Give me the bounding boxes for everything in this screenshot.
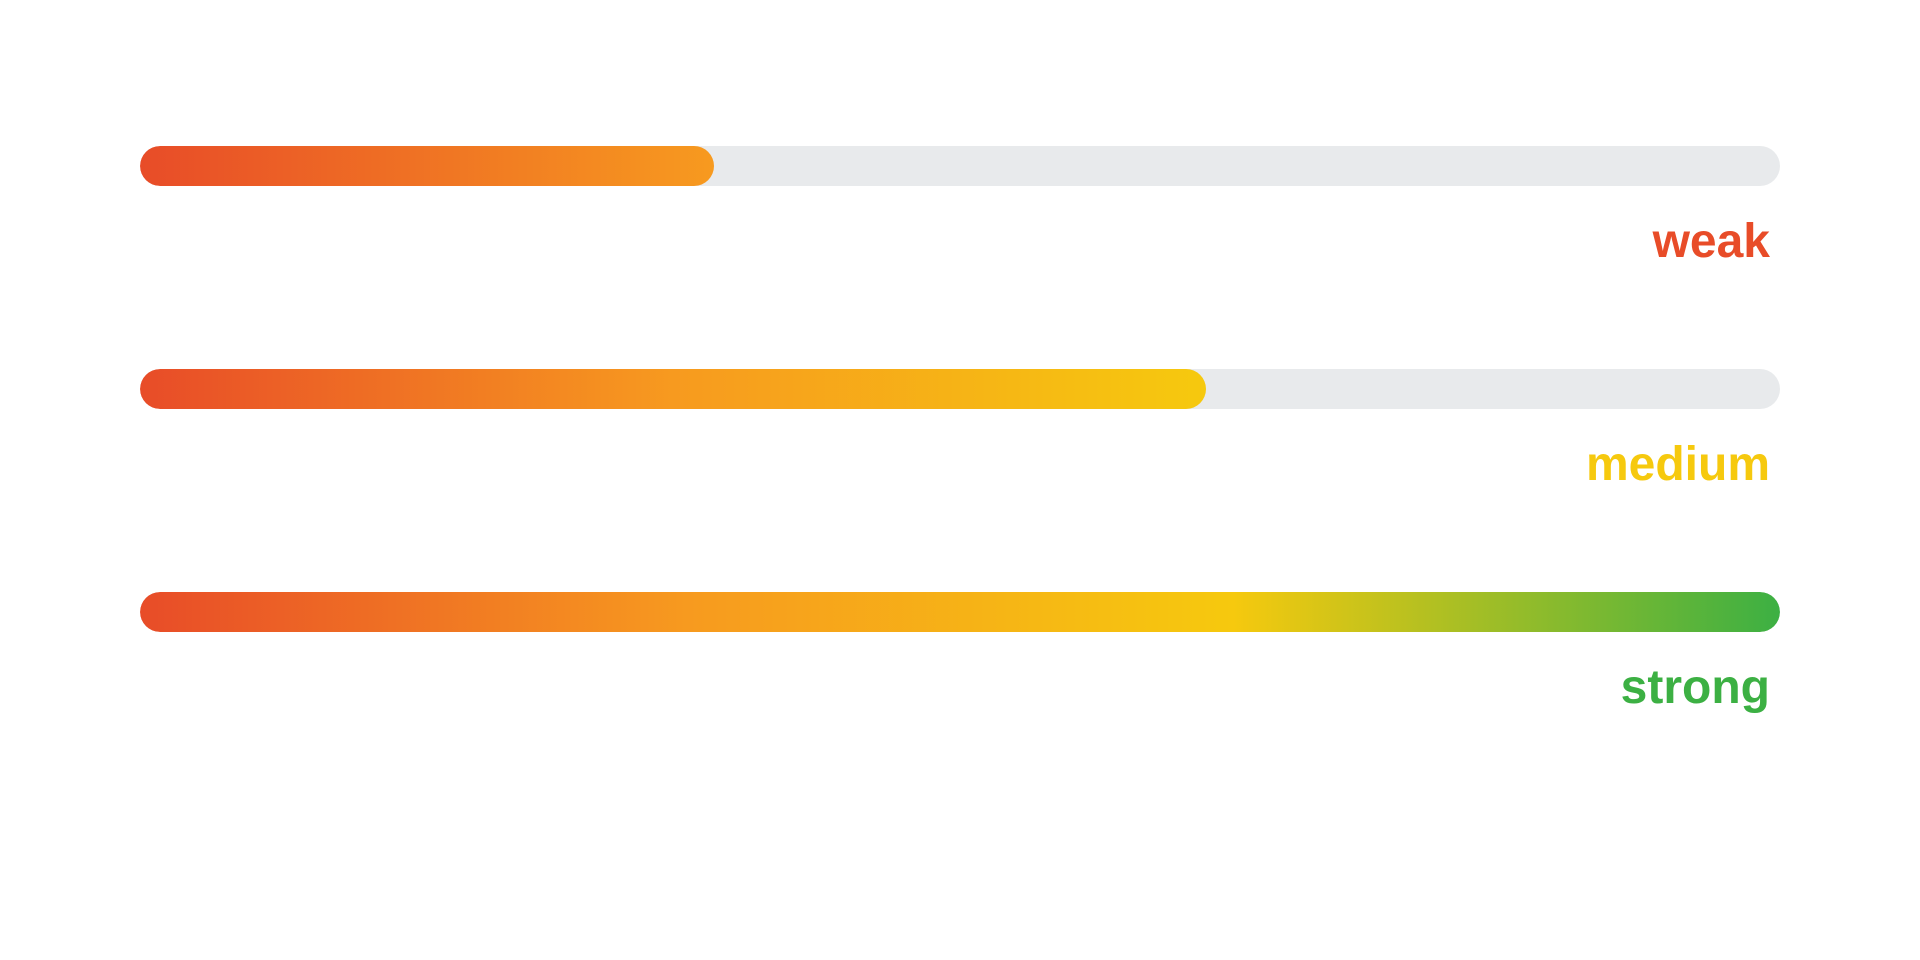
meter-track bbox=[140, 369, 1780, 409]
meter-fill-medium bbox=[140, 369, 1206, 409]
meter-fill-strong bbox=[140, 592, 1780, 632]
meter-label-weak: weak bbox=[140, 214, 1780, 269]
meter-label-medium: medium bbox=[140, 437, 1780, 492]
meter-track bbox=[140, 146, 1780, 186]
meter-track bbox=[140, 592, 1780, 632]
strength-meter-strong: strong bbox=[140, 592, 1780, 715]
strength-meter-medium: medium bbox=[140, 369, 1780, 492]
meter-fill-weak bbox=[140, 146, 714, 186]
meter-label-strong: strong bbox=[140, 660, 1780, 715]
strength-meter-weak: weak bbox=[140, 146, 1780, 269]
